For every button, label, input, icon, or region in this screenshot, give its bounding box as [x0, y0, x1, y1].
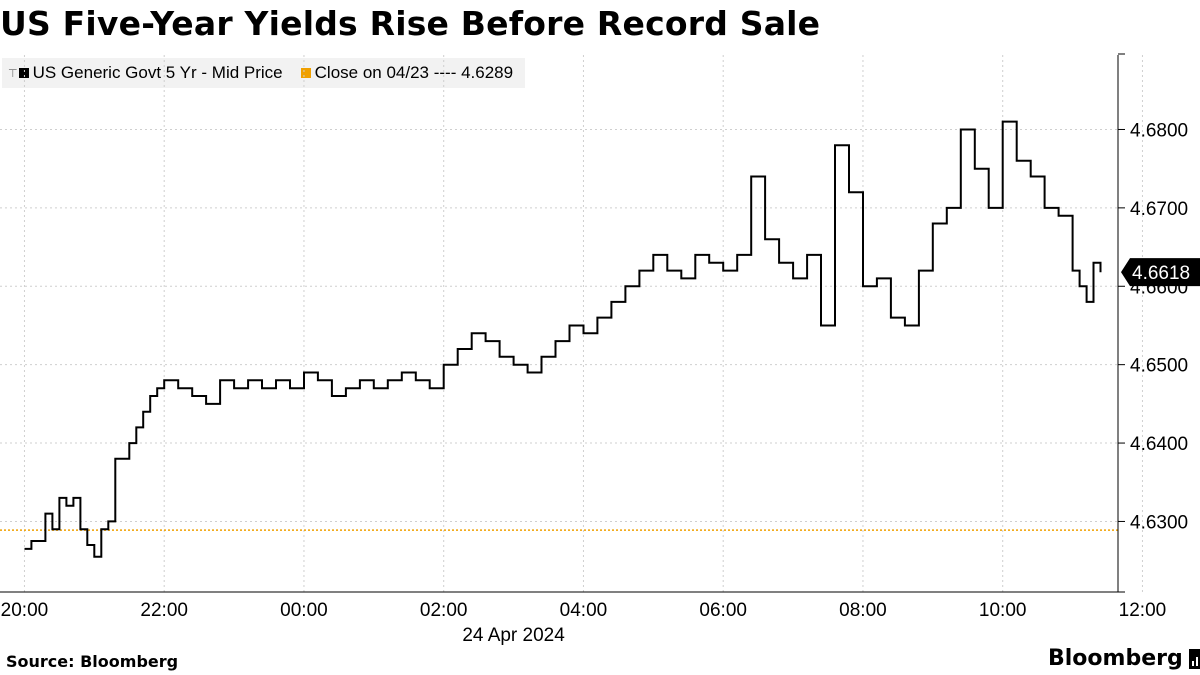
last-value-label: 4.6618: [1132, 263, 1190, 284]
date-label: 24 Apr 2024: [462, 625, 565, 646]
x-tick-label: 10:00: [979, 600, 1027, 621]
x-tick-label: 02:00: [420, 600, 468, 621]
legend: ⊤ US Generic Govt 5 Yr - Mid Price Close…: [2, 58, 526, 88]
last-value-badge: 4.6618: [1121, 258, 1200, 287]
x-tick-label: 20:00: [1, 600, 49, 621]
legend-swatch-close: [300, 68, 311, 78]
chart-title: US Five-Year Yields Rise Before Record S…: [0, 4, 821, 43]
x-tick-label: 08:00: [839, 600, 887, 621]
bloomberg-badge-icon: [1188, 648, 1200, 669]
brand-wordmark: Bloomberg: [1048, 646, 1183, 671]
legend-label-close: Close on 04/23 ---- 4.6289: [314, 63, 514, 82]
legend-item-close: Close on 04/23 ---- 4.6289: [300, 63, 514, 83]
series-toggle-icon[interactable]: ⊤: [8, 67, 18, 80]
legend-label-price: US Generic Govt 5 Yr - Mid Price: [32, 63, 283, 82]
y-tick-label: 4.6300: [1130, 512, 1188, 533]
y-tick-label: 4.6400: [1130, 434, 1188, 455]
x-tick-label: 06:00: [699, 600, 747, 621]
bloomberg-logo: Bloomberg: [1048, 646, 1200, 671]
source-note: Source: Bloomberg: [6, 652, 179, 671]
axes: [0, 53, 1125, 593]
legend-swatch-price: [18, 68, 29, 78]
legend-item-price: ⊤ US Generic Govt 5 Yr - Mid Price: [8, 63, 283, 83]
grid: [0, 55, 1143, 592]
x-tick-label: 12:00: [1119, 600, 1167, 621]
x-tick-label: 00:00: [280, 600, 328, 621]
x-tick-label: 04:00: [560, 600, 608, 621]
y-tick-label: 4.6700: [1130, 199, 1188, 220]
x-axis-labels: 20:00 22:00 00:00 02:00 04:00 06:00 08:00 10:00…: [1, 600, 1167, 621]
series-line-us-5yr: [24, 120, 1102, 558]
y-tick-label: 4.6500: [1130, 356, 1188, 377]
x-tick-label: 22:00: [140, 600, 188, 621]
y-tick-label: 4.6800: [1130, 120, 1188, 141]
